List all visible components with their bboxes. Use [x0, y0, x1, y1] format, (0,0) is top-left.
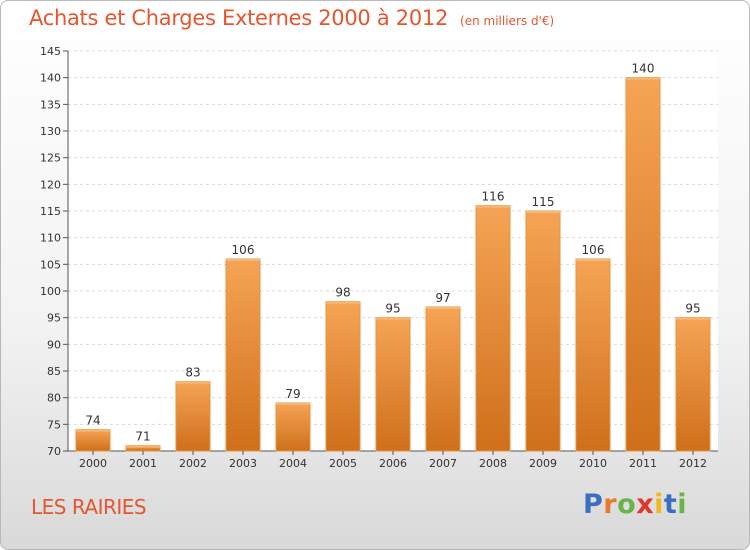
logo-letter: i — [677, 489, 688, 520]
y-tick-label: 145 — [40, 45, 61, 58]
bar — [475, 205, 511, 452]
x-tick-label: 2012 — [679, 457, 707, 470]
logo-letter: t — [663, 489, 678, 520]
bar-highlight — [676, 317, 710, 320]
bar — [375, 317, 411, 452]
data-label: 79 — [285, 387, 300, 401]
data-label: 95 — [685, 302, 700, 316]
logo-letter: o — [617, 489, 637, 520]
data-label: 106 — [582, 243, 605, 257]
y-tick-label: 135 — [40, 98, 61, 111]
bar-highlight — [226, 259, 260, 261]
bar-highlight — [476, 205, 510, 208]
bar-highlight — [276, 403, 310, 405]
bar — [525, 210, 561, 452]
bar-highlight — [376, 317, 410, 320]
bar-highlight — [626, 77, 660, 80]
logo-letter: x — [636, 489, 655, 520]
y-tick-label: 85 — [47, 365, 61, 378]
logo-letter: P — [583, 489, 604, 520]
data-label: 95 — [385, 302, 400, 316]
y-tick-label: 115 — [40, 205, 61, 218]
x-tick-label: 2004 — [279, 457, 307, 470]
x-tick-label: 2002 — [179, 457, 207, 470]
x-tick-label: 2009 — [529, 457, 557, 470]
bar — [175, 381, 211, 452]
y-tick-label: 90 — [47, 338, 61, 351]
bar — [575, 258, 611, 452]
data-label: 115 — [532, 195, 555, 209]
y-tick-label: 130 — [40, 125, 61, 138]
y-tick-label: 80 — [47, 392, 61, 405]
bar — [425, 306, 461, 452]
y-tick-label: 110 — [40, 232, 61, 245]
proxiti-logo: Proxiti — [583, 489, 687, 520]
logo-letter: i — [654, 489, 664, 520]
x-tick-label: 2010 — [579, 457, 607, 470]
place-name: LES RAIRIES — [31, 495, 147, 519]
x-tick-label: 2006 — [379, 457, 407, 470]
logo-letter: r — [603, 489, 618, 520]
bar-highlight — [576, 259, 610, 261]
bar-highlight — [326, 301, 360, 304]
y-tick-label: 140 — [40, 72, 61, 85]
x-tick-label: 2005 — [329, 457, 357, 470]
data-label: 83 — [185, 366, 200, 380]
bar-highlight — [126, 445, 160, 448]
bar-highlight — [526, 211, 560, 213]
bar — [275, 402, 311, 452]
x-tick-label: 2000 — [79, 457, 107, 470]
bar — [225, 258, 261, 452]
y-tick-label: 75 — [47, 418, 61, 431]
bar — [625, 77, 661, 452]
x-tick-label: 2008 — [479, 457, 507, 470]
x-tick-label: 2011 — [629, 457, 657, 470]
y-tick-label: 105 — [40, 258, 61, 271]
chart-subtitle: (en milliers d'€) — [460, 14, 555, 28]
bar-highlight — [176, 381, 210, 384]
x-tick-label: 2001 — [129, 457, 157, 470]
data-label: 140 — [632, 62, 655, 76]
y-tick-label: 95 — [47, 312, 61, 325]
chart-title: Achats et Charges Externes 2000 à 2012 — [29, 6, 449, 30]
bar-highlight — [426, 307, 460, 309]
data-label: 71 — [135, 430, 150, 444]
data-label: 74 — [85, 414, 100, 428]
x-tick-label: 2007 — [429, 457, 457, 470]
y-tick-label: 100 — [40, 285, 61, 298]
bar — [325, 301, 361, 452]
data-label: 106 — [232, 243, 255, 257]
bar — [675, 317, 711, 452]
y-tick-label: 120 — [40, 178, 61, 191]
x-tick-label: 2003 — [229, 457, 257, 470]
data-label: 116 — [482, 190, 505, 204]
data-label: 98 — [335, 286, 350, 300]
bar — [75, 429, 111, 452]
bar-highlight — [76, 429, 110, 432]
title-row: Achats et Charges Externes 2000 à 2012 (… — [29, 6, 554, 30]
y-tick-label: 70 — [47, 445, 61, 458]
data-label: 97 — [435, 291, 450, 305]
y-tick-label: 125 — [40, 152, 61, 165]
